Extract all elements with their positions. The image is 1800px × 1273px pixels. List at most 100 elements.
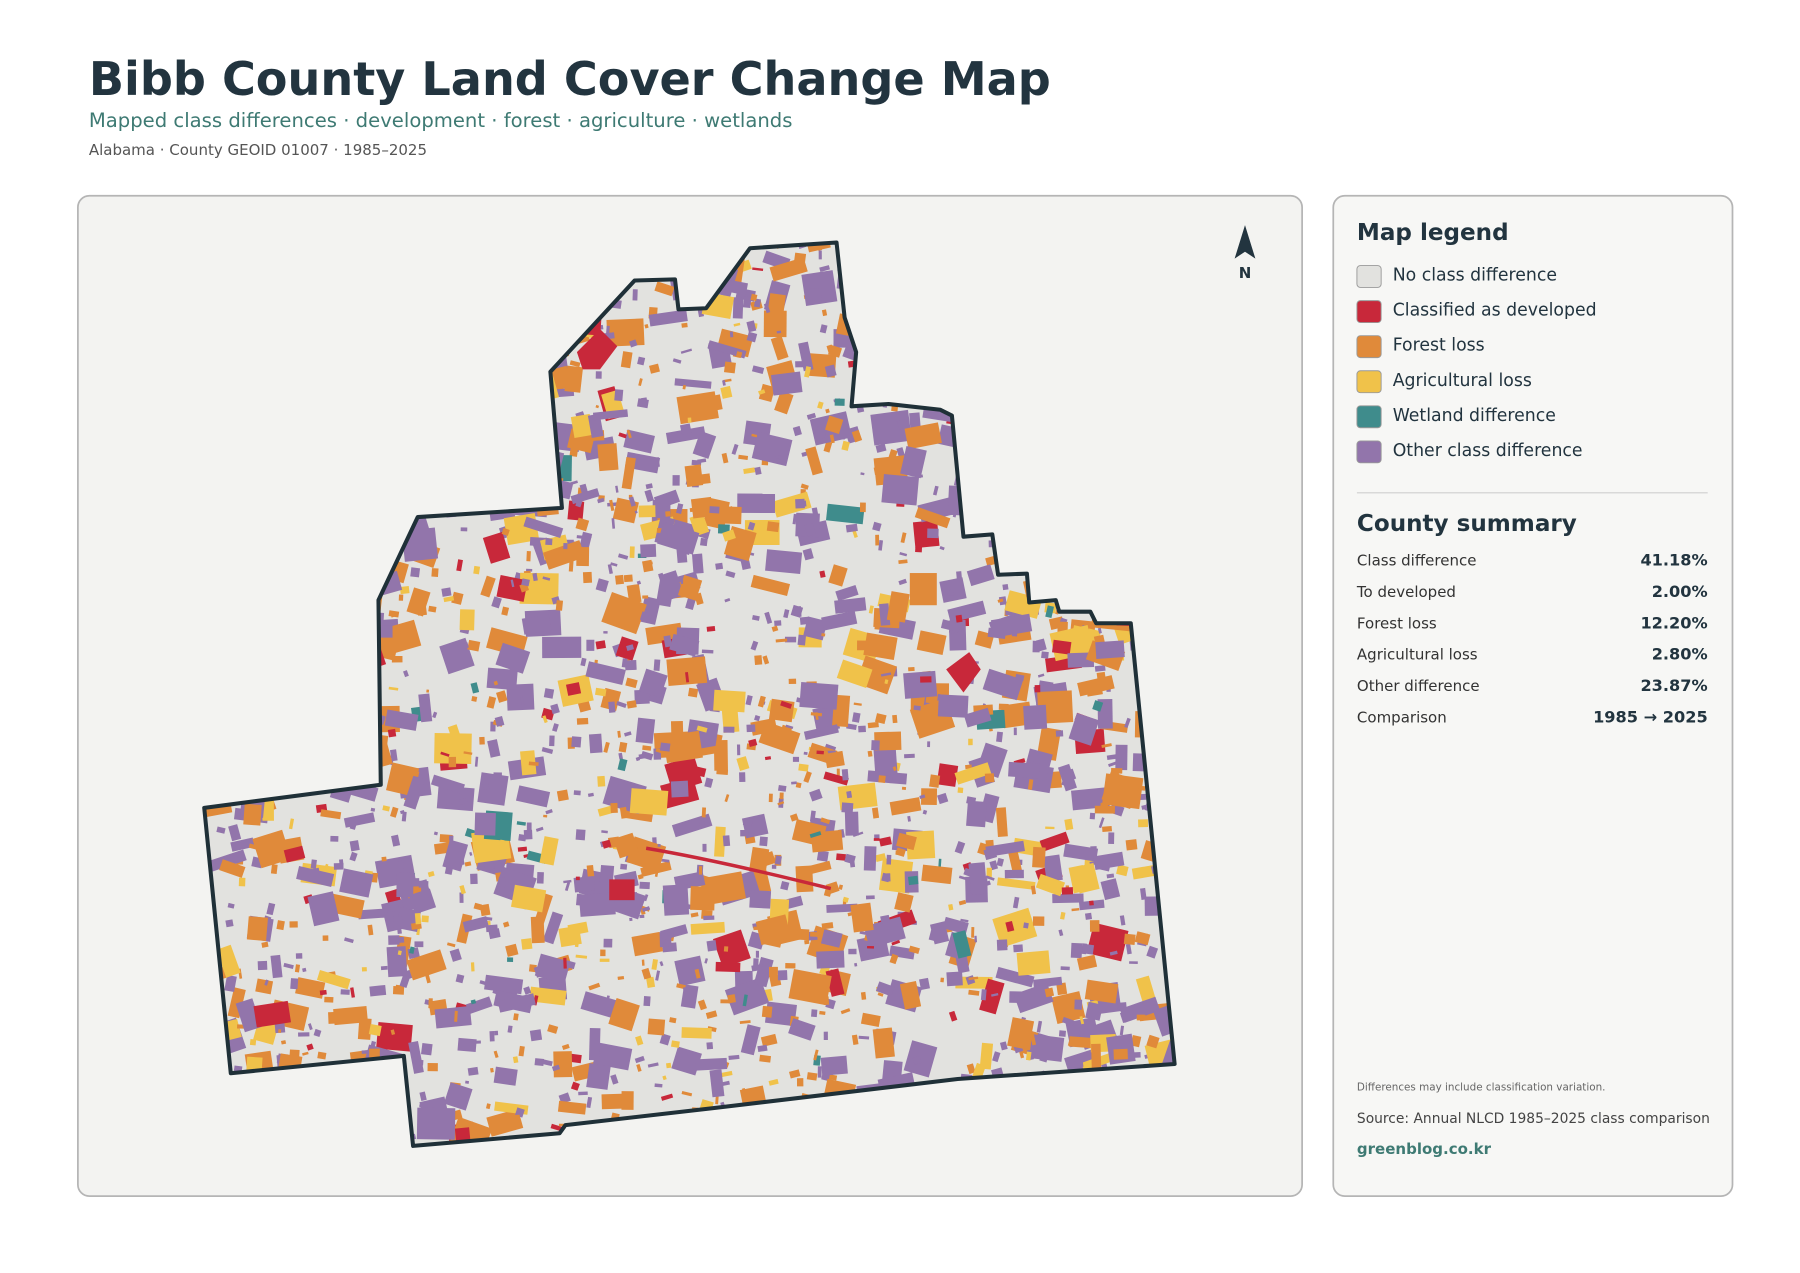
change-patch [1092,700,1104,712]
change-patch [640,397,648,404]
change-patch [553,1051,573,1078]
change-patch [858,1035,870,1040]
change-patch [570,488,600,505]
change-patch [860,472,865,476]
change-patch [680,348,693,354]
change-patch [1058,929,1064,937]
change-patch [705,1010,718,1020]
change-patch [751,365,765,375]
change-patch [907,815,911,822]
change-patch [431,568,439,577]
change-patch [1136,1014,1146,1021]
change-patch [609,499,615,511]
change-patch [1027,779,1034,790]
change-patch [570,1081,580,1091]
change-patch [798,341,814,372]
change-patch [904,753,915,759]
change-patch [302,1051,309,1056]
change-patch [306,1043,314,1051]
change-patch [998,630,1032,645]
change-patch [700,537,708,547]
change-patch [996,731,1003,743]
change-patch [903,670,938,699]
change-patch [542,715,548,724]
legend-swatch [1356,335,1382,359]
change-patch [535,826,544,832]
change-patch [1004,869,1024,879]
change-patch [534,892,553,924]
change-patch [599,841,604,848]
change-patch [858,725,866,733]
change-patch [720,694,730,701]
change-patch [1109,950,1118,956]
change-patch [495,642,531,674]
change-patch [874,713,887,725]
change-patch [863,846,877,871]
change-patch [636,580,642,585]
change-patch [368,1023,382,1037]
change-patch [608,997,640,1032]
change-patch [249,1038,257,1046]
change-patch [842,896,849,903]
change-patch [635,717,656,744]
change-patch [810,829,844,853]
change-patch [1138,819,1149,828]
change-patch [823,1031,828,1040]
change-patch [617,553,629,560]
change-patch [528,761,539,767]
change-patch [637,840,643,850]
change-patch [1060,911,1066,920]
change-patch [763,303,771,314]
change-patch [276,920,285,931]
change-patch [729,331,734,338]
legend-label: Forest loss [1393,336,1485,356]
change-patch [940,977,945,983]
change-patch [657,843,661,847]
change-patch [1100,878,1121,901]
change-patch [600,949,606,957]
change-patch [443,596,455,603]
change-patch [1125,839,1138,851]
change-patch [621,456,636,490]
change-patch [455,974,465,984]
change-patch [841,802,854,813]
change-patch [835,584,859,602]
change-patch [489,1031,495,1042]
change-patch [764,611,773,625]
change-patch [780,700,793,709]
change-patch [597,775,606,787]
change-patch [618,752,623,760]
change-patch [611,518,616,529]
change-patch [575,517,590,532]
change-patch [743,467,756,474]
change-patch [634,510,638,514]
change-patch [1030,885,1037,895]
change-patch [330,835,339,842]
change-patch [672,358,682,364]
change-patch [999,1041,1008,1051]
change-patch [657,522,700,555]
change-patch [813,1049,819,1061]
change-patch [477,772,509,806]
change-patch [968,976,979,981]
change-patch [927,528,939,539]
change-patch [989,860,999,871]
change-patch [886,591,910,623]
change-patch [937,792,949,805]
change-patch [823,771,849,786]
change-patch [800,483,809,490]
change-patch [463,751,473,755]
change-patch [875,443,887,453]
change-patch [914,507,951,529]
change-patch [392,916,404,926]
change-patch [655,970,661,981]
change-patch [735,351,743,359]
change-patch [471,696,478,702]
change-patch [809,831,822,839]
change-patch [721,452,729,464]
change-patch [722,529,736,542]
change-patch [595,371,602,379]
change-patch [750,574,791,597]
change-patch [754,714,761,722]
change-patch [510,884,547,913]
